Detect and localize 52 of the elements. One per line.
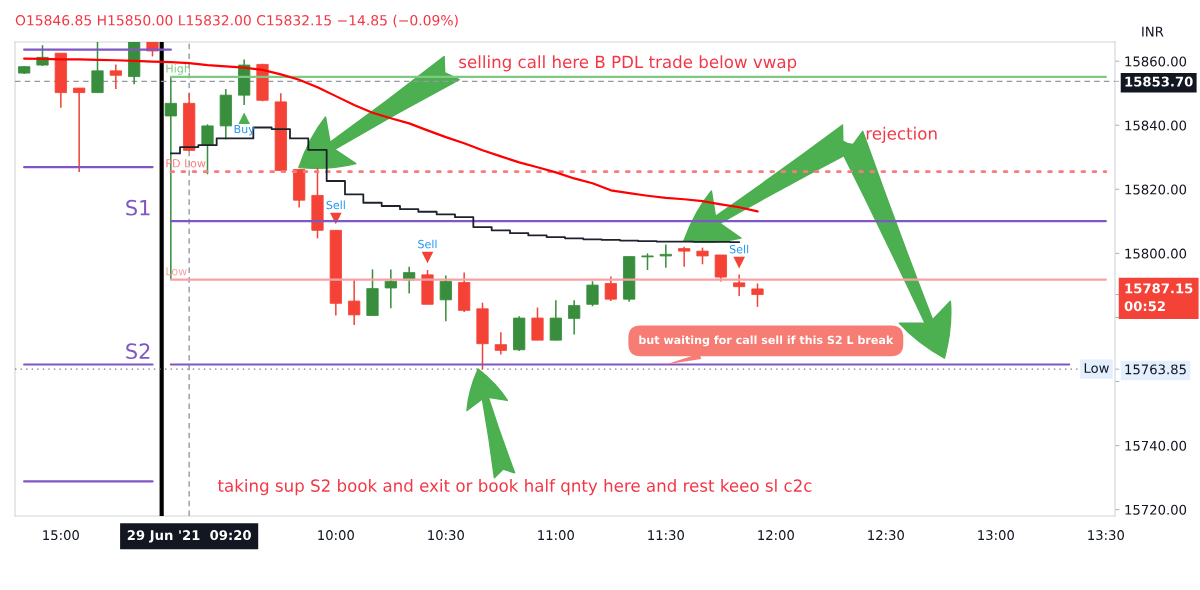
y-tick-label: 15787.15 00:52 bbox=[1124, 283, 1193, 312]
candlestick bbox=[91, 42, 104, 94]
annotation: but waiting for call sell if this S2 L break bbox=[639, 335, 894, 347]
x-tick-label: 29 Jun '21 09:20 bbox=[127, 530, 251, 543]
y-tick-label: 15860.00 bbox=[1125, 56, 1187, 67]
annotation: selling call here B PDL trade below vwap bbox=[459, 55, 797, 72]
x-tick-label: 11:00 bbox=[538, 530, 574, 541]
x-tick-label: 10:30 bbox=[428, 530, 464, 541]
y-tick-label: 15800.00 bbox=[1125, 248, 1187, 259]
point bbox=[733, 256, 745, 269]
chart-title: O15846.85 H15850.00 L15832.00 C15832.15 −14.85 (−0.09%) bbox=[15, 14, 458, 28]
candlestick bbox=[531, 306, 544, 341]
x-tick-label: 10:00 bbox=[318, 530, 354, 541]
candlestick bbox=[494, 331, 507, 356]
x-tick-label: 11:30 bbox=[648, 530, 684, 541]
candlestick bbox=[714, 254, 727, 283]
text: Sell bbox=[326, 200, 345, 210]
candlestick bbox=[439, 274, 452, 323]
text: Sell bbox=[729, 244, 749, 254]
annotation: rejection bbox=[866, 126, 937, 143]
y-tick-label: 15820.00 bbox=[1125, 184, 1187, 195]
point bbox=[238, 112, 250, 125]
x-tick-label: 12:30 bbox=[868, 530, 904, 541]
series-label: S2 bbox=[126, 343, 150, 360]
candlestick bbox=[659, 243, 672, 269]
candlestick bbox=[348, 279, 361, 326]
candlestick bbox=[733, 273, 746, 297]
y-tick-label: 15740.00 bbox=[1125, 440, 1187, 451]
y-tick-label: 15763.85 bbox=[1125, 364, 1186, 375]
candlestick bbox=[751, 282, 764, 308]
candlestick bbox=[384, 268, 397, 309]
candlestick bbox=[604, 275, 617, 302]
y-tick-label: 15840.00 bbox=[1125, 120, 1187, 131]
y-tick-label: 15853.70 bbox=[1125, 76, 1193, 87]
ref-line-label: Low bbox=[1084, 363, 1109, 373]
x-tick-label: 13:00 bbox=[978, 530, 1014, 541]
candlestick bbox=[586, 280, 599, 307]
candlestick bbox=[109, 63, 122, 90]
candlestick bbox=[549, 299, 562, 341]
point bbox=[421, 251, 434, 264]
series-label: High bbox=[166, 64, 190, 75]
y-tick-label: 15720.00 bbox=[1125, 504, 1187, 515]
candlestick bbox=[568, 299, 581, 336]
candlestick bbox=[678, 245, 691, 268]
annotation: taking sup S2 book and exit or book half qnty here and rest keeo sl c2c bbox=[217, 479, 812, 496]
series-label: Sell bbox=[418, 239, 437, 249]
candlestick bbox=[73, 87, 86, 173]
x-tick-label: 13:30 bbox=[1088, 530, 1124, 541]
x-tick-label: 12:00 bbox=[758, 530, 794, 541]
x-tick-label: 15:00 bbox=[43, 530, 79, 541]
y-axis-title: INR bbox=[1142, 26, 1164, 37]
series-label: S1 bbox=[126, 199, 150, 216]
